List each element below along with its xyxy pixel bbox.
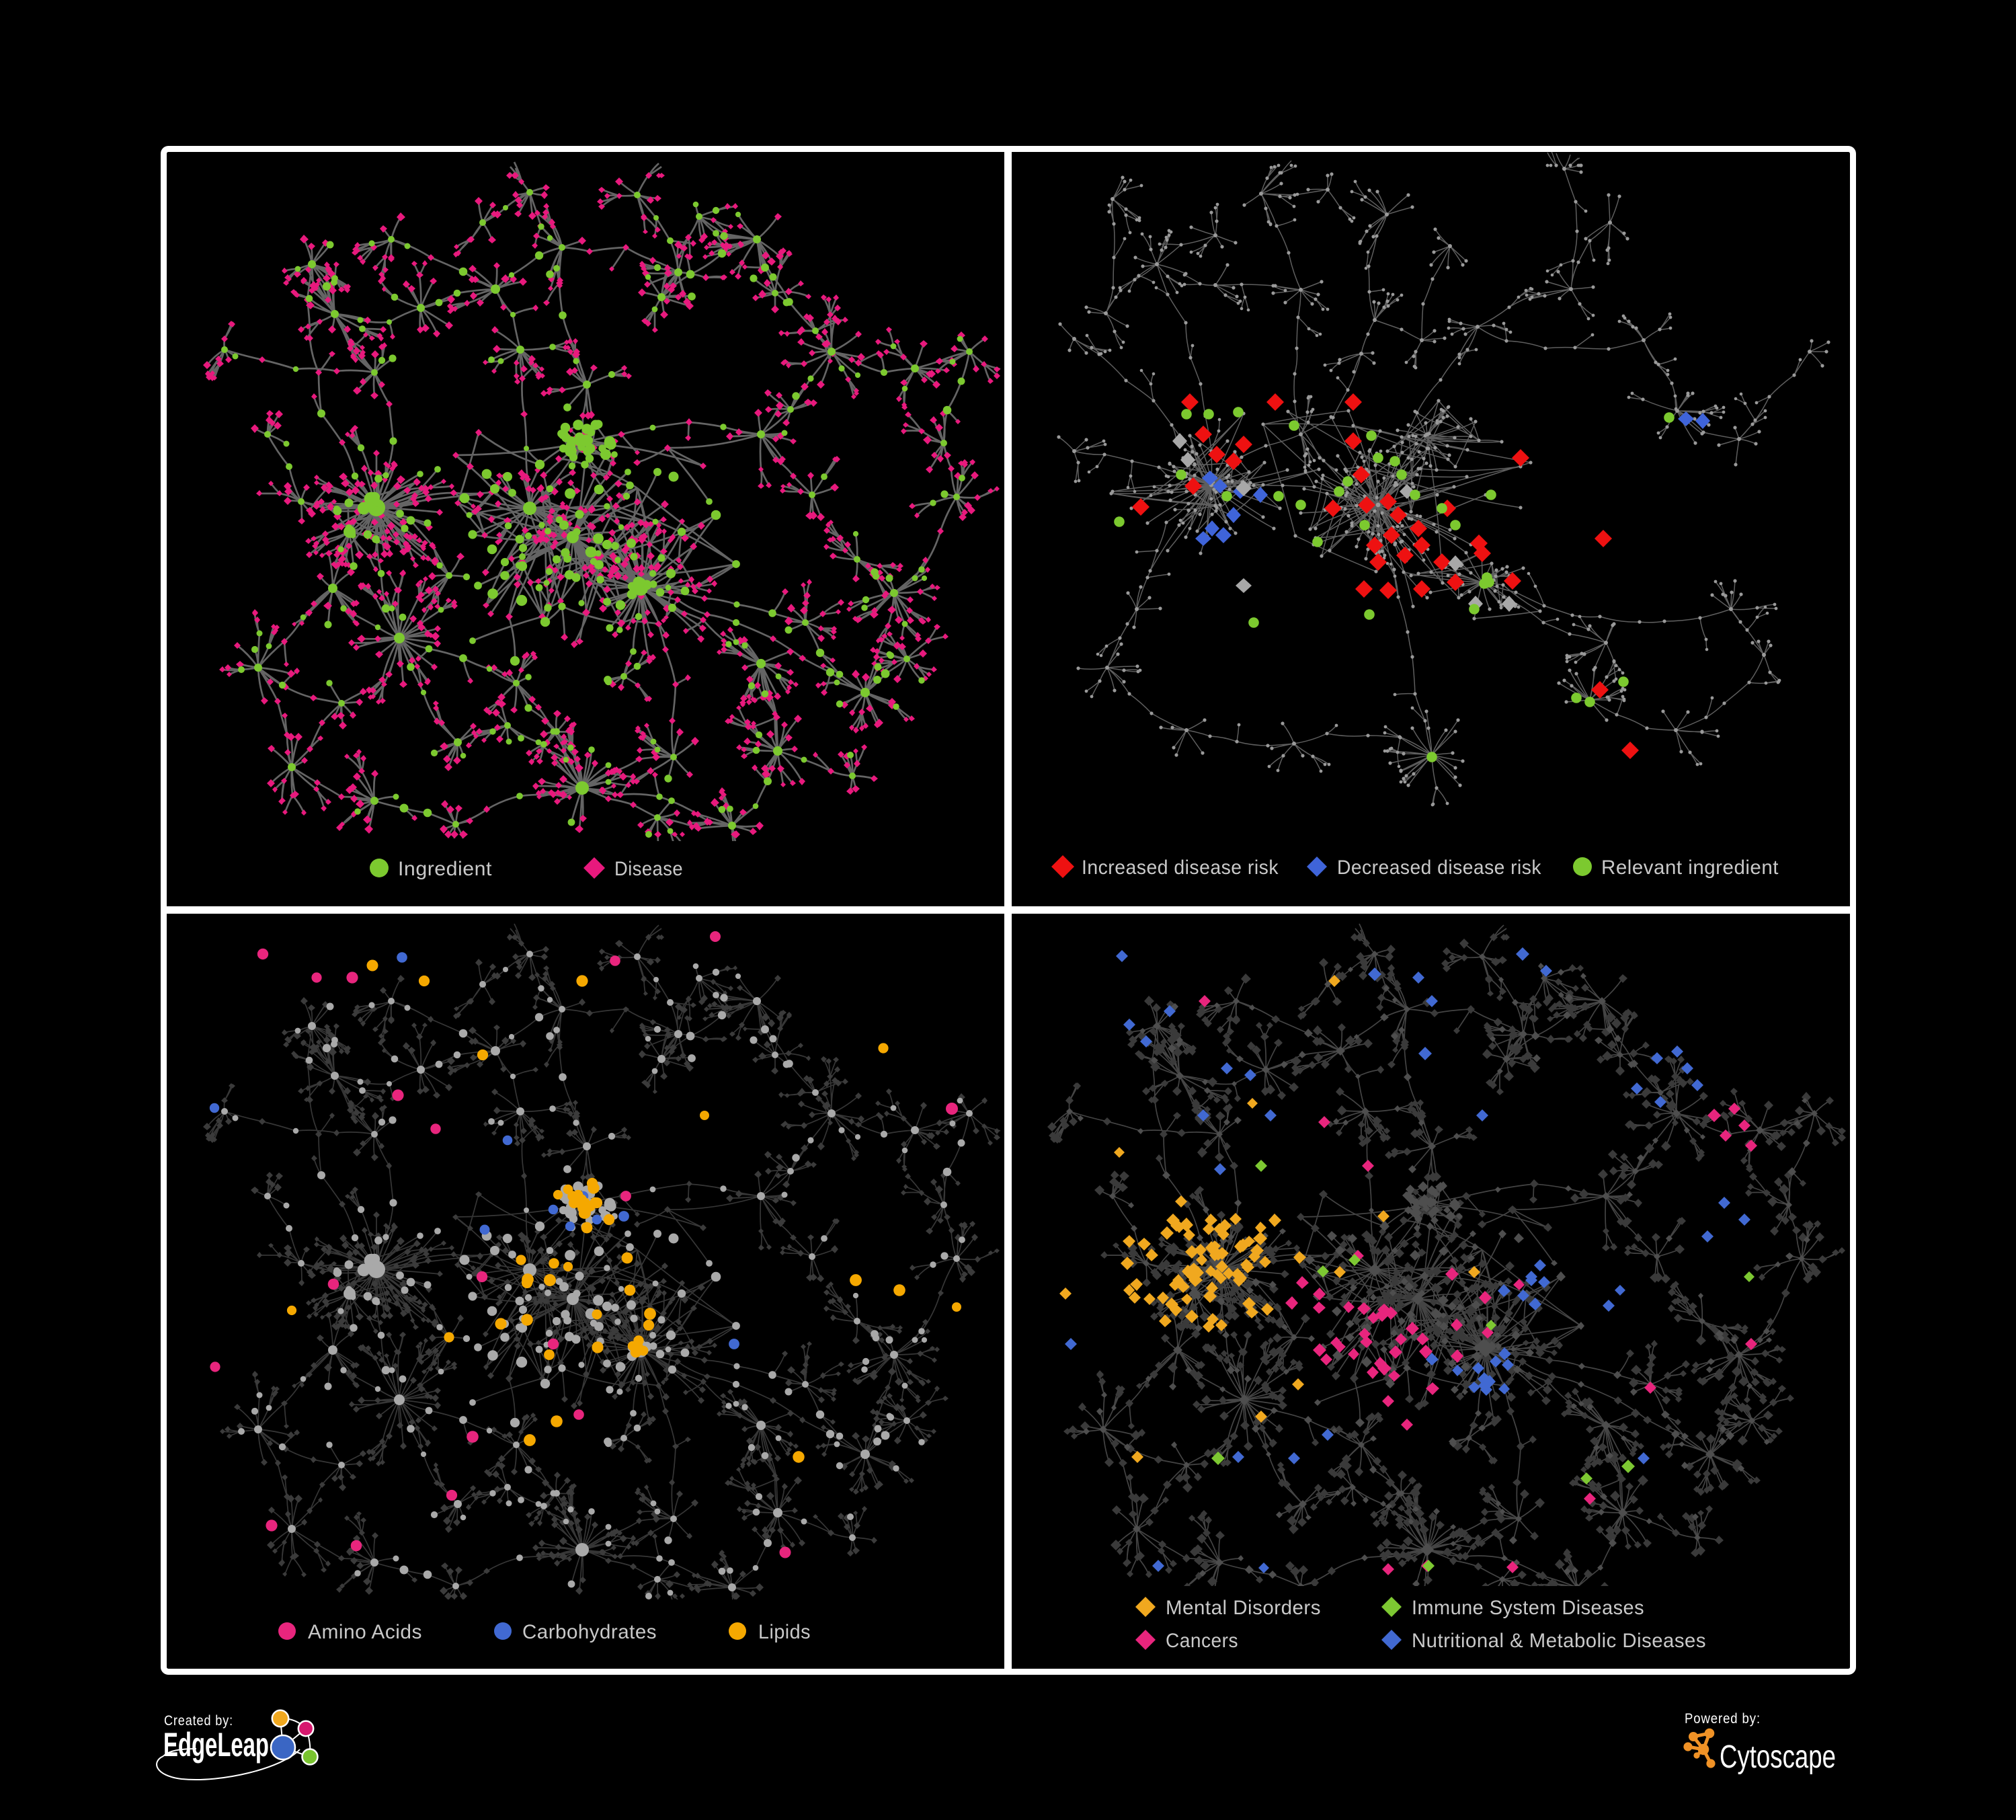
svg-text:Carbohydrates: Carbohydrates	[522, 1621, 657, 1643]
svg-text:EdgeLeap: EdgeLeap	[163, 1726, 269, 1764]
svg-text:Immune System Diseases: Immune System Diseases	[1412, 1597, 1644, 1619]
svg-text:Increased disease risk: Increased disease risk	[1082, 857, 1279, 879]
svg-text:Decreased disease risk: Decreased disease risk	[1337, 857, 1541, 879]
svg-text:Amino Acids: Amino Acids	[308, 1621, 422, 1643]
svg-text:Relevant ingredient: Relevant ingredient	[1601, 857, 1779, 879]
svg-text:Mental Disorders: Mental Disorders	[1166, 1597, 1321, 1619]
svg-text:Cytoscape: Cytoscape	[1720, 1739, 1836, 1775]
svg-text:Nutritional & Metabolic Diseas: Nutritional & Metabolic Diseases	[1412, 1630, 1706, 1652]
svg-text:Powered by:: Powered by:	[1685, 1711, 1761, 1727]
svg-text:Disease: Disease	[614, 858, 683, 880]
svg-text:Lipids: Lipids	[758, 1621, 811, 1643]
svg-text:Ingredient: Ingredient	[398, 858, 492, 880]
svg-text:Created by:: Created by:	[164, 1713, 233, 1729]
svg-text:Cancers: Cancers	[1166, 1630, 1238, 1652]
